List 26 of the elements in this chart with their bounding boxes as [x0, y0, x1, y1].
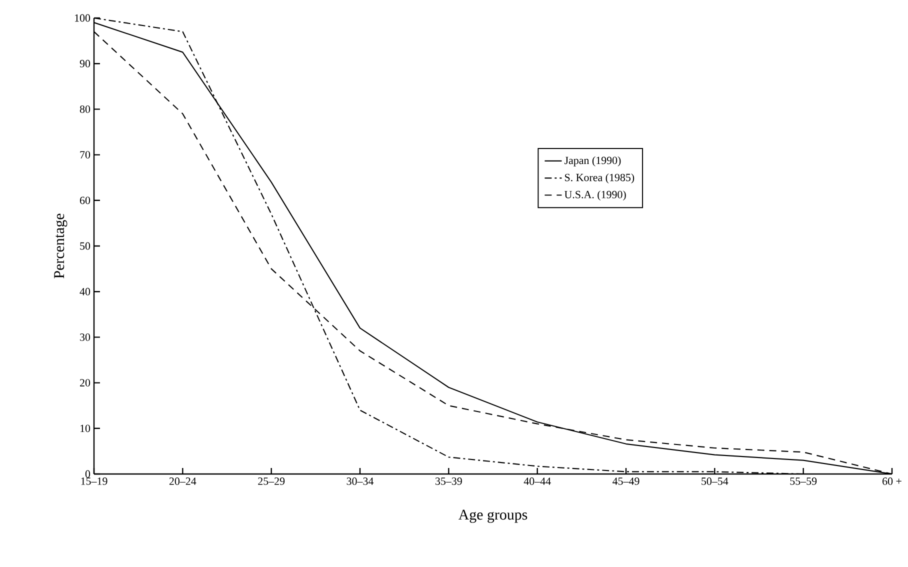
y-tick-label: 20 [80, 379, 90, 386]
y-tick-label: 60 [80, 196, 90, 204]
y-axis-title: Percentage [54, 214, 68, 278]
y-tick-label: 70 [80, 151, 90, 158]
x-tick-label: 35–39 [436, 478, 462, 485]
y-tick-label: 80 [80, 106, 90, 113]
legend-label: S. Korea (1985) [564, 174, 634, 184]
x-tick-label: 45–49 [612, 478, 640, 485]
x-tick-label: 20–24 [169, 478, 196, 485]
x-tick-label: 40–44 [524, 478, 551, 485]
x-tick-label: 60 + [882, 478, 902, 485]
y-tick-label: 0 [85, 470, 90, 478]
y-tick-label: 30 [80, 334, 90, 341]
x-tick-label: 25–29 [258, 478, 285, 485]
x-axis-title: Age groups [458, 510, 528, 523]
x-tick-label: 50–54 [702, 478, 728, 485]
y-tick-label: 50 [80, 242, 90, 250]
y-tick-label: 90 [80, 60, 90, 68]
x-tick-label: 15–19 [81, 478, 108, 485]
x-tick-label: 55–59 [790, 478, 817, 485]
y-tick-label: 40 [80, 288, 90, 296]
y-tick-label: 10 [80, 424, 90, 432]
x-tick-label: 30–34 [346, 478, 374, 485]
legend-label: U.S.A. (1990) [564, 190, 626, 200]
legend-label: Japan (1990) [564, 156, 621, 166]
y-tick-label: 100 [75, 14, 90, 22]
